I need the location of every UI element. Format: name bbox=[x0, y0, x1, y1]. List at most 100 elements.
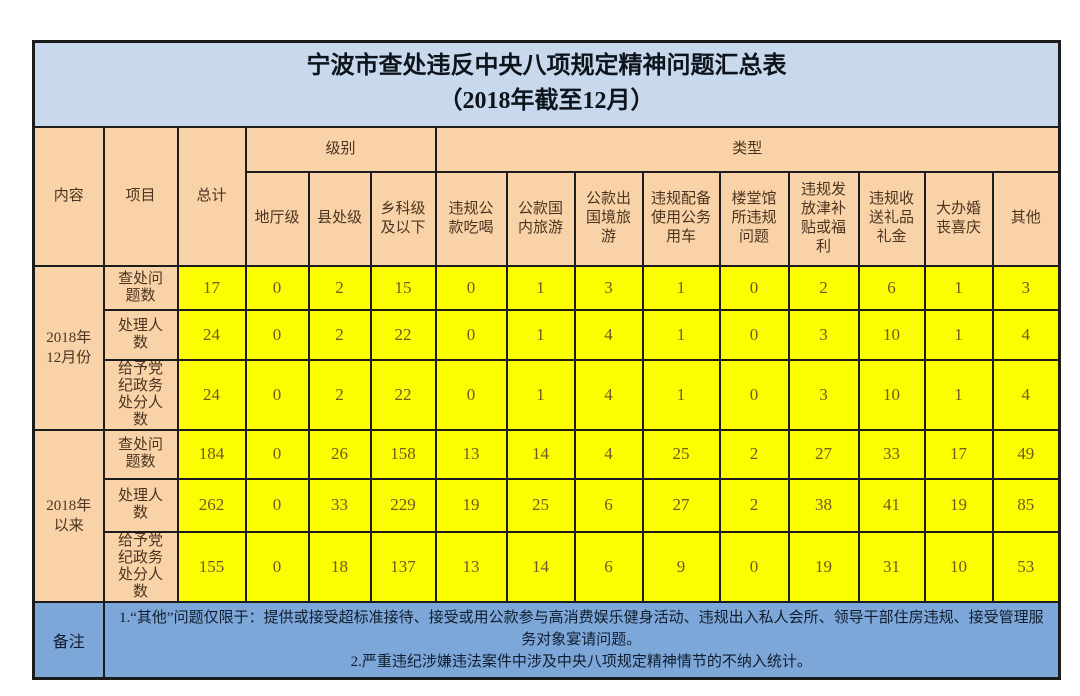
data-cell: 229 bbox=[369, 477, 437, 533]
data-cell: 25 bbox=[505, 477, 576, 533]
data-cell: 14 bbox=[505, 428, 576, 480]
data-cell: 0 bbox=[434, 308, 508, 361]
data-cell: 15 bbox=[369, 264, 437, 311]
data-cell: 0 bbox=[718, 358, 790, 431]
header-group-row: 内容 项目 总计 级别 类型 bbox=[32, 125, 1061, 267]
period-line: 2018年 bbox=[46, 329, 92, 346]
data-cell: 17 bbox=[923, 428, 994, 480]
header-level-col: 县处级 bbox=[307, 170, 372, 267]
header-sub-row: 地厅级 县处级 乡科级及以下 违规公款吃喝 公款国内旅游 公款出国境旅游 违规配… bbox=[34, 170, 1061, 267]
header-content: 内容 bbox=[32, 125, 105, 267]
data-cell: 1 bbox=[641, 308, 721, 361]
data-cell: 27 bbox=[787, 428, 860, 480]
item-cell: 给予党纪政务处分人数 bbox=[102, 530, 179, 603]
item-cell: 查处问题数 bbox=[102, 428, 179, 480]
data-cell: 24 bbox=[176, 308, 247, 361]
data-cell: 10 bbox=[857, 308, 926, 361]
data-cell: 2 bbox=[307, 264, 372, 311]
header-total: 总计 bbox=[176, 125, 247, 267]
data-cell: 1 bbox=[923, 264, 994, 311]
data-body: 2018年 12月份 查处问题数 17 0 2 15 0 1 3 1 0 2 6 1 3 处理人数 24 0 2 22 0… bbox=[32, 264, 1061, 603]
data-cell: 17 bbox=[176, 264, 247, 311]
data-cell: 13 bbox=[434, 530, 508, 603]
data-cell: 2 bbox=[307, 358, 372, 431]
table-row: 2018年 12月份 查处问题数 17 0 2 15 0 1 3 1 0 2 6 1 3 bbox=[32, 264, 1061, 431]
data-cell: 2 bbox=[307, 308, 372, 361]
data-cell: 25 bbox=[641, 428, 721, 480]
header-type-col: 其他 bbox=[991, 170, 1061, 267]
data-cell: 2 bbox=[787, 264, 860, 311]
period-line: 以来 bbox=[53, 517, 84, 534]
notes-content: 1.“其他”问题仅限于：提供或接受超标准接待、接受或用公款参与高消费娱乐健身活动… bbox=[102, 600, 1061, 679]
table-row: 给予党纪政务处分人数 24 0 2 22 0 1 4 1 0 3 10 1 4 bbox=[34, 358, 1061, 431]
notes-label: 备注 bbox=[32, 600, 105, 679]
data-cell: 1 bbox=[641, 358, 721, 431]
data-cell: 3 bbox=[573, 264, 644, 311]
data-cell: 3 bbox=[991, 264, 1061, 311]
data-cell: 24 bbox=[176, 358, 247, 431]
item-cell: 给予党纪政务处分人数 bbox=[102, 358, 179, 431]
data-cell: 6 bbox=[573, 477, 644, 533]
data-cell: 53 bbox=[991, 530, 1061, 603]
header-level-group: 级别 bbox=[244, 125, 437, 173]
data-cell: 1 bbox=[505, 308, 576, 361]
header-type-group: 类型 bbox=[434, 125, 1061, 173]
data-cell: 0 bbox=[244, 477, 310, 533]
header-type-col: 公款出国境旅游 bbox=[573, 170, 644, 267]
header-type-col: 违规公款吃喝 bbox=[434, 170, 508, 267]
data-cell: 2 bbox=[718, 477, 790, 533]
data-cell: 0 bbox=[718, 530, 790, 603]
data-cell: 49 bbox=[991, 428, 1061, 480]
data-cell: 4 bbox=[991, 308, 1061, 361]
data-cell: 13 bbox=[434, 428, 508, 480]
title-line-2: （2018年截至12月） bbox=[438, 88, 655, 115]
data-cell: 0 bbox=[718, 308, 790, 361]
data-cell: 0 bbox=[244, 358, 310, 431]
data-cell: 4 bbox=[573, 308, 644, 361]
data-cell: 1 bbox=[641, 264, 721, 311]
data-cell: 31 bbox=[857, 530, 926, 603]
data-cell: 6 bbox=[573, 530, 644, 603]
item-cell: 处理人数 bbox=[102, 308, 179, 361]
data-cell: 0 bbox=[244, 308, 310, 361]
data-cell: 4 bbox=[573, 358, 644, 431]
table-row: 处理人数 24 0 2 22 0 1 4 1 0 3 10 1 4 bbox=[34, 308, 1061, 361]
data-cell: 33 bbox=[307, 477, 372, 533]
data-cell: 10 bbox=[923, 530, 994, 603]
table-row: 给予党纪政务处分人数 155 0 18 137 13 14 6 9 0 19 31 10 53 bbox=[34, 530, 1061, 603]
header-type-col: 大办婚丧喜庆 bbox=[923, 170, 994, 267]
data-cell: 158 bbox=[369, 428, 437, 480]
data-cell: 0 bbox=[244, 264, 310, 311]
data-cell: 0 bbox=[434, 358, 508, 431]
header-type-col: 违规配备使用公务用车 bbox=[641, 170, 721, 267]
table-row: 2018年 以来 查处问题数 184 0 26 158 13 14 4 25 2 27 33 17 49 bbox=[32, 428, 1061, 603]
data-cell: 262 bbox=[176, 477, 247, 533]
data-cell: 27 bbox=[641, 477, 721, 533]
data-cell: 4 bbox=[991, 358, 1061, 431]
item-cell: 查处问题数 bbox=[102, 264, 179, 311]
data-cell: 10 bbox=[857, 358, 926, 431]
data-cell: 1 bbox=[505, 358, 576, 431]
note-line-1: 1.“其他”问题仅限于：提供或接受超标准接待、接受或用公款参与高消费娱乐健身活动… bbox=[119, 609, 1044, 648]
data-cell: 41 bbox=[857, 477, 926, 533]
data-cell: 26 bbox=[307, 428, 372, 480]
title-row: 宁波市查处违反中央八项规定精神问题汇总表 （2018年截至12月） bbox=[32, 40, 1061, 128]
data-cell: 0 bbox=[434, 264, 508, 311]
data-cell: 19 bbox=[434, 477, 508, 533]
data-cell: 19 bbox=[787, 530, 860, 603]
data-cell: 18 bbox=[307, 530, 372, 603]
period-line: 12月份 bbox=[46, 349, 92, 366]
data-cell: 0 bbox=[244, 428, 310, 480]
header-level-col: 地厅级 bbox=[244, 170, 310, 267]
table-row: 处理人数 262 0 33 229 19 25 6 27 2 38 41 19 85 bbox=[34, 477, 1061, 533]
data-cell: 1 bbox=[923, 308, 994, 361]
title-line-1: 宁波市查处违反中央八项规定精神问题汇总表 bbox=[306, 53, 787, 80]
data-cell: 14 bbox=[505, 530, 576, 603]
data-cell: 0 bbox=[718, 264, 790, 311]
data-cell: 22 bbox=[369, 358, 437, 431]
data-cell: 33 bbox=[857, 428, 926, 480]
summary-table: 宁波市查处违反中央八项规定精神问题汇总表 （2018年截至12月） 内容 项目 … bbox=[32, 40, 1062, 680]
data-cell: 6 bbox=[857, 264, 926, 311]
data-cell: 184 bbox=[176, 428, 247, 480]
period-cell: 2018年 12月份 bbox=[32, 264, 105, 431]
